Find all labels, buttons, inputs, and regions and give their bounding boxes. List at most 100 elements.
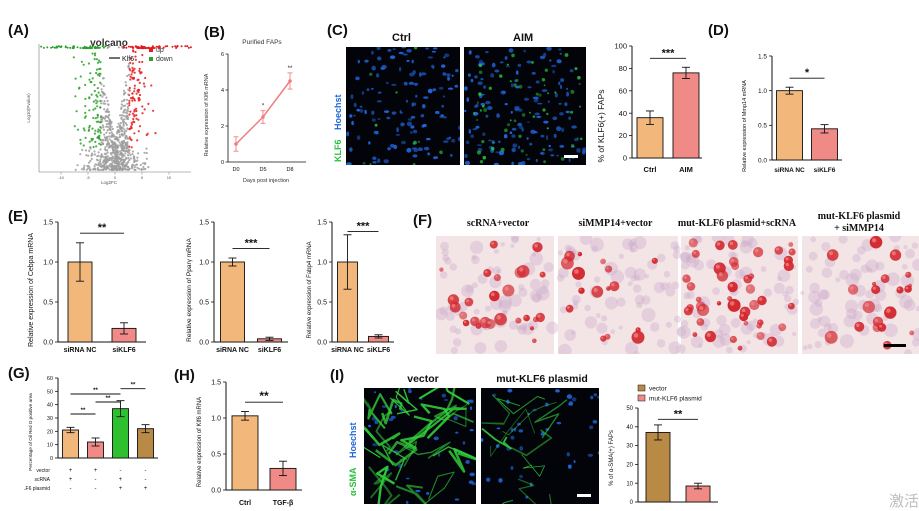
asma-fiber — [496, 396, 546, 415]
volcano-point — [127, 88, 130, 91]
lipid-highlight — [532, 339, 535, 341]
volcano-point — [90, 93, 93, 96]
nucleus — [551, 64, 557, 68]
bars: siRNA NC siKLF6 — [774, 86, 838, 174]
nucleus — [480, 78, 484, 81]
volcano-x-tick-label: 5 — [141, 175, 144, 180]
lipid-highlight — [729, 241, 734, 246]
nucleus — [569, 69, 574, 73]
category-label: siRNA NC — [64, 347, 97, 354]
y-tick-label: 40 — [619, 109, 627, 118]
lipid-highlight — [567, 306, 570, 309]
cell-cytoplasm — [663, 270, 671, 278]
nucleus — [373, 130, 377, 135]
volcano-point — [125, 109, 128, 112]
chart-b: Purified FAPs Relative expression of Klf… — [204, 39, 306, 184]
klf6-signal — [544, 68, 548, 72]
lipid-droplet — [688, 238, 698, 248]
cell-cytoplasm — [665, 286, 676, 297]
nucleus — [546, 135, 549, 140]
significance-label: * — [262, 104, 265, 110]
panel-label-b: (B) — [204, 24, 225, 41]
lipid-highlight — [690, 239, 694, 244]
lipid-highlight — [768, 338, 773, 342]
nucleus — [410, 131, 413, 134]
lipid-highlight — [864, 302, 870, 308]
volcano-point — [147, 102, 150, 105]
cell-cytoplasm — [716, 315, 727, 326]
lipid-droplet — [532, 242, 543, 253]
category-label: Ctrl — [644, 165, 657, 174]
volcano-point — [64, 46, 67, 49]
nucleus — [410, 115, 416, 119]
lipid-droplet — [470, 316, 480, 327]
nucleus — [472, 128, 478, 131]
nucleus — [498, 478, 503, 483]
bars: siRNA NC siKLF6 — [331, 234, 390, 354]
cell-cytoplasm — [844, 299, 859, 313]
cell-cytoplasm — [740, 240, 748, 248]
volcano-point — [94, 107, 97, 110]
panel-label-a: (A) — [8, 22, 29, 39]
y-tick-label: 0 — [50, 456, 53, 462]
sign-cell: - — [145, 468, 147, 474]
volcano-point — [142, 82, 145, 85]
bars: siRNA NC siKLF6 — [64, 242, 137, 354]
nucleus — [541, 89, 548, 92]
klf6-signal — [488, 86, 492, 90]
nucleus — [448, 136, 452, 139]
volcano-point — [94, 52, 97, 55]
nucleus — [554, 93, 558, 98]
volcano-point — [144, 167, 147, 171]
cell-cytoplasm — [564, 244, 572, 252]
cell-cytoplasm — [746, 340, 751, 345]
lipid-highlight — [879, 324, 882, 328]
volcano-point — [144, 76, 147, 80]
cell-cytoplasm — [912, 328, 919, 341]
volcano-point — [107, 115, 110, 118]
nucleus — [423, 146, 430, 151]
sign-row-label: mut-KLF6 plasmid — [24, 486, 50, 492]
klf6-signal — [520, 149, 524, 153]
volcano-point — [100, 102, 103, 105]
i-vector-title: vector — [407, 373, 439, 385]
cell-cytoplasm — [680, 252, 690, 262]
lipid-droplet — [748, 273, 755, 280]
cell-cytoplasm — [807, 343, 813, 350]
volcano-point — [114, 137, 117, 141]
volcano-point — [127, 156, 130, 159]
volcano-point — [99, 72, 102, 75]
chart-e2-y-label: Relative expression of Pparγ mRNA — [186, 237, 193, 341]
lipid-droplet — [565, 304, 574, 313]
cell-cytoplasm — [753, 318, 758, 323]
asma-fiber — [490, 408, 536, 457]
lipid-highlight — [779, 324, 783, 328]
cell-cytoplasm — [899, 294, 913, 309]
cell-cytoplasm — [560, 306, 567, 314]
cell-cytoplasm — [903, 244, 908, 250]
volcano-point — [118, 157, 121, 160]
volcano-point — [98, 137, 101, 140]
nucleus — [519, 474, 523, 479]
volcano-point — [101, 45, 104, 48]
volcano-point — [138, 93, 142, 97]
volcano-point — [109, 124, 112, 127]
nucleus — [550, 154, 555, 157]
y-tick-label: 1.0 — [317, 259, 327, 266]
volcano-point — [131, 92, 134, 95]
lipid-highlight — [715, 264, 720, 269]
volcano-point — [105, 125, 108, 128]
cell-cytoplasm — [436, 307, 448, 321]
volcano-point — [93, 58, 96, 61]
nucleus — [383, 110, 390, 113]
klf6-signal — [542, 108, 546, 112]
volcano-point — [91, 77, 94, 80]
category-label: siRNA NC — [216, 347, 249, 354]
volcano-point — [59, 46, 62, 49]
lipid-highlight — [481, 318, 486, 323]
volcano-point — [108, 168, 111, 171]
category-label: siKLF6 — [367, 347, 390, 354]
cell-cytoplasm — [817, 328, 827, 338]
volcano-point — [122, 93, 126, 96]
volcano-point — [130, 146, 133, 149]
